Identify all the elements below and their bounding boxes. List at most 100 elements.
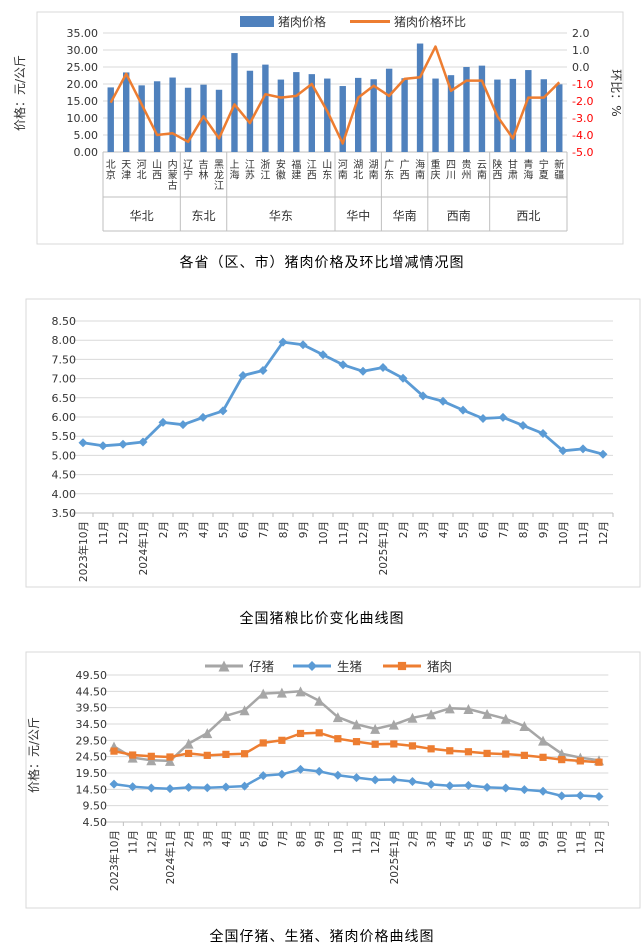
y-tick: 34.50 (76, 718, 108, 731)
triangle-marker (295, 686, 306, 697)
diamond-marker (138, 437, 148, 447)
piglet-hog-pork-price-line-chart: 49.50 44.50 39.50 34.50 29.50 24.50 19.50 14.50… (25, 651, 641, 909)
x-axis-month-label: 8月 (296, 830, 308, 847)
region-label: 华中 (346, 208, 370, 223)
diamond-marker (558, 446, 568, 456)
province-label-char: 京 (106, 169, 116, 182)
x-axis-month-label: 6月 (238, 521, 250, 538)
y-left-tick: 35.00 (67, 27, 99, 40)
bar (107, 87, 114, 152)
x-axis-month-label: 4月 (445, 830, 457, 847)
y-tick: 5.50 (52, 430, 77, 443)
x-axis-month-label: 5月 (458, 521, 470, 538)
bar (432, 78, 439, 152)
province-label-char: 宁 (183, 169, 193, 182)
diamond-marker (109, 779, 119, 789)
y-tick: 24.50 (76, 751, 108, 764)
x-axis-month-label: 5月 (240, 830, 252, 847)
province-label-char: 龙 (214, 169, 224, 182)
square-marker (129, 751, 137, 759)
bar (184, 87, 192, 152)
province-label-char: 上 (229, 159, 239, 171)
chart-border (25, 651, 641, 909)
province-label-char: 海 (523, 169, 533, 182)
region-label: 华北 (130, 209, 154, 223)
region-label: 西南 (447, 208, 471, 223)
y-tick: 7.50 (52, 353, 77, 366)
square-marker (110, 747, 118, 755)
triangle-marker (202, 728, 213, 739)
province-label-char: 江 (214, 180, 224, 192)
triangle-marker (220, 710, 231, 721)
province-pork-price-combo-chart: 0.00 5.00 10.00 15.00 20.00 25.00 30.00 35.00 2.… (12, 11, 624, 245)
x-axis-month-label: 2月 (398, 521, 410, 538)
bar (293, 72, 300, 152)
legend-label: 生猪 (337, 659, 362, 674)
x-axis-month-label: 6月 (482, 830, 494, 847)
diamond-marker (278, 337, 288, 347)
x-axis-month-label: 12月 (370, 830, 382, 854)
y-left-tick: 25.00 (67, 61, 99, 74)
x-axis-month-label: 12月 (594, 830, 606, 854)
diamond-marker (298, 340, 308, 350)
diamond-marker (165, 784, 175, 794)
province-label-char: 内 (168, 158, 178, 171)
province-label-char: 山 (322, 159, 332, 171)
province-label-char: 西 (492, 171, 502, 182)
region-label: 华东 (269, 209, 293, 223)
x-axis-month-label: 10月 (318, 521, 330, 545)
x-axis-month-label: 2023年10月 (77, 521, 90, 582)
triangle-marker (164, 755, 175, 766)
x-axis-month-label: 7月 (258, 521, 270, 538)
bar (138, 85, 145, 152)
square-marker (166, 753, 174, 761)
diamond-marker (498, 412, 508, 422)
diamond-marker (370, 775, 380, 785)
diamond-marker (128, 782, 138, 792)
province-label-char: 北 (137, 170, 147, 182)
square-marker (240, 750, 249, 758)
x-axis-month-label: 12月 (146, 830, 158, 854)
legend: 猪肉价格 猪肉价格环比 (240, 14, 466, 29)
diamond-marker (557, 791, 567, 801)
x-axis-labels: 2023年10月 11月 12月 2024年1月 2月 3月 4月 5月 6月 7月 8月 9月 10月… (77, 521, 610, 582)
diamond-marker (78, 438, 88, 448)
right-axis-tick-labels: 2.0 1.0 0.0 -1.0 -2.0 -3.0 -4.0 -5.0 (572, 27, 593, 159)
y-right-tick: 1.0 (572, 44, 590, 57)
y-tick: 6.00 (52, 411, 77, 424)
square-marker (397, 661, 407, 671)
x-axis-month-label: 4月 (198, 521, 210, 538)
province-label-char: 徽 (276, 169, 286, 182)
bar (385, 68, 393, 152)
y-tick: 8.50 (52, 315, 77, 328)
bar (277, 79, 285, 152)
province-labels: 北京天津河北山西内蒙古辽宁吉林黑龙江上海江苏浙江安徽福建江西山东河南湖北湖南广东… (106, 158, 565, 192)
chart3-caption: 全国仔猪、生猪、猪肉价格曲线图 (209, 929, 435, 945)
province-label-char: 云 (477, 160, 487, 171)
triangle-marker (258, 688, 269, 699)
province-label-char: 安 (276, 158, 286, 171)
right-axis-title: 环比：% (609, 69, 623, 116)
diamond-marker (178, 420, 188, 430)
province-label-char: 青 (523, 158, 533, 171)
diamond-marker (307, 661, 317, 671)
diamond-marker (418, 391, 428, 401)
x-axis-month-label: 11月 (578, 521, 590, 545)
chart-border (36, 11, 624, 245)
province-label-char: 夏 (539, 170, 549, 182)
bar (324, 78, 331, 152)
square-marker (483, 749, 491, 757)
diamond-marker (438, 396, 448, 406)
province-label-char: 西 (152, 171, 162, 182)
y-tick: 4.00 (52, 488, 77, 501)
x-axis-month-label: 5月 (463, 830, 475, 847)
x-axis-month-label: 2月 (407, 830, 419, 847)
diamond-marker (352, 773, 361, 783)
diamond-marker (314, 766, 324, 776)
square-marker (278, 736, 286, 744)
legend-label: 仔猪 (249, 659, 274, 674)
triangle-marker (276, 687, 287, 698)
square-marker (185, 749, 193, 757)
category-axis-table (102, 152, 568, 232)
diamond-marker (277, 769, 287, 779)
